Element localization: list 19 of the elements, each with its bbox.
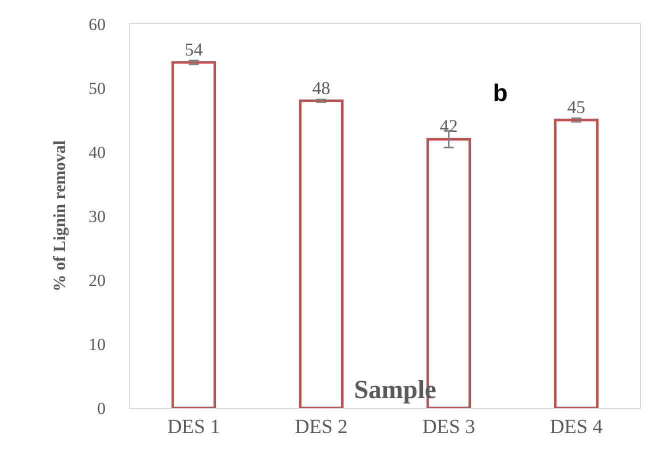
data-label: 48 — [312, 78, 330, 98]
bar — [298, 100, 344, 408]
annotation: b — [493, 80, 508, 107]
y-axis-title: % of Lignin removal — [50, 140, 70, 292]
x-tick-label: DES 3 — [422, 416, 476, 438]
y-tick-label: 40 — [88, 142, 106, 162]
y-tick-label: 20 — [88, 270, 106, 290]
data-label: 54 — [184, 39, 203, 60]
bar — [171, 61, 216, 408]
x-tick-label: DES 1 — [167, 416, 220, 438]
y-tick-label: 0 — [97, 398, 106, 418]
bar — [554, 118, 599, 408]
x-tick-label: DES 4 — [550, 416, 603, 438]
x-tick-label: DES 2 — [294, 416, 348, 438]
y-tick-label: 10 — [88, 334, 106, 354]
y-tick-label: 30 — [88, 206, 106, 226]
y-tick-label: 60 — [88, 14, 106, 34]
y-tick-label: 50 — [88, 78, 106, 98]
data-label: 45 — [567, 97, 586, 117]
